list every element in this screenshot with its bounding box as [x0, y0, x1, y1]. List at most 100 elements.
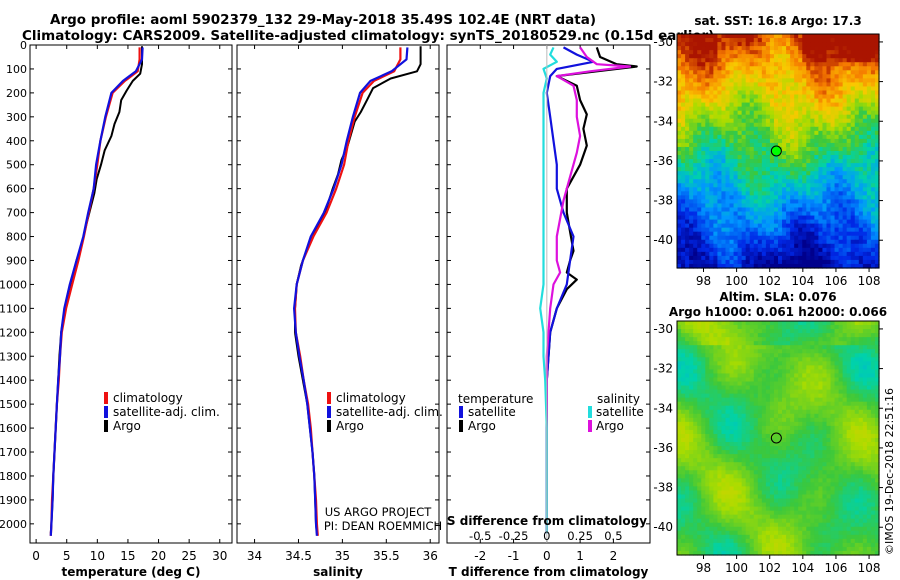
map-cell [778, 179, 783, 184]
map-cell [733, 389, 739, 395]
map-cell [757, 179, 763, 184]
map-cell [798, 454, 803, 459]
map-cell [850, 409, 856, 415]
map-cell [782, 353, 787, 358]
map-cell [773, 199, 779, 205]
map-cell [862, 138, 868, 144]
map-cell [846, 211, 852, 217]
map-cell [769, 425, 775, 431]
y-tick-label: 1000 [0, 278, 27, 291]
map-cell [721, 413, 727, 419]
x-tick-label: 34.5 [285, 549, 312, 563]
map-cell [794, 393, 799, 399]
map-cell [737, 243, 743, 249]
map-cell [846, 203, 852, 209]
map-cell [826, 62, 832, 67]
map-cell [701, 349, 706, 354]
map-cell [798, 458, 803, 463]
map-cell [854, 163, 860, 168]
map-cell [713, 454, 718, 459]
map-cell [729, 66, 735, 71]
map-cell [765, 349, 771, 354]
map-cell [773, 50, 779, 55]
map-cell [810, 126, 815, 132]
map-cell [757, 82, 763, 88]
map-cell [697, 175, 702, 180]
map-cell [842, 365, 848, 371]
map-cell [749, 142, 755, 148]
map-cell [838, 46, 844, 51]
map-cell [725, 78, 731, 84]
map-cell [705, 138, 710, 144]
map-cell [689, 349, 694, 354]
map-cell [866, 353, 872, 358]
map-cell [725, 175, 731, 180]
map-cell [725, 397, 731, 403]
map-cell [806, 231, 811, 237]
map-cell [798, 373, 803, 379]
map-cell [765, 397, 771, 403]
map-cell [778, 82, 783, 88]
map-cell [802, 114, 807, 120]
map-cell [810, 381, 815, 387]
map-cell [701, 369, 706, 375]
map-cell [874, 413, 880, 419]
map-cell [757, 159, 763, 164]
map-cell [769, 401, 775, 407]
map-cell [810, 349, 815, 354]
map-cell [826, 429, 832, 435]
map-cell [810, 263, 815, 269]
map-cell [866, 417, 872, 423]
map-cell [737, 179, 743, 184]
map-cell [778, 118, 783, 124]
map-cell [858, 361, 864, 366]
map-cell [773, 183, 779, 188]
map-cell [850, 413, 856, 419]
map-y-tick-label: -40 [653, 233, 673, 247]
map-cell [826, 98, 832, 104]
map-cell [862, 341, 868, 346]
map-cell [681, 243, 686, 249]
map-cell [757, 227, 763, 233]
map-cell [733, 187, 739, 192]
map-cell [834, 446, 840, 451]
map-cell [705, 421, 710, 427]
map-cell [790, 442, 795, 447]
map-cell [709, 353, 714, 358]
map-cell [870, 259, 876, 265]
map-cell [814, 203, 819, 209]
map-cell [798, 126, 803, 132]
map-cell [685, 321, 690, 326]
map-cell [818, 151, 824, 156]
map-cell [689, 171, 694, 176]
map-cell [810, 393, 815, 399]
map-cell [713, 357, 718, 362]
map-cell [786, 450, 791, 455]
map-cell [757, 50, 763, 55]
map-cell [721, 78, 727, 84]
map-cell [741, 353, 747, 358]
map-cell [790, 199, 795, 205]
map-cell [810, 385, 815, 391]
map-cell [806, 187, 811, 192]
map-cell [834, 122, 840, 128]
map-cell [729, 462, 735, 467]
map-cell [749, 454, 755, 459]
map-cell [685, 458, 690, 463]
map-cell [870, 357, 876, 362]
map-cell [753, 393, 759, 399]
map-cell [697, 90, 702, 96]
map-cell [862, 329, 868, 334]
map-cell [737, 118, 743, 124]
map-cell [862, 66, 868, 71]
map-cell [685, 450, 690, 455]
map-cell [749, 446, 755, 451]
map-cell [802, 86, 807, 92]
map-cell [741, 134, 747, 140]
map-cell [773, 381, 779, 387]
map-cell [701, 54, 706, 59]
map-cell [870, 385, 876, 391]
map-cell [757, 98, 763, 104]
map-cell [822, 167, 828, 172]
map-cell [834, 401, 840, 407]
